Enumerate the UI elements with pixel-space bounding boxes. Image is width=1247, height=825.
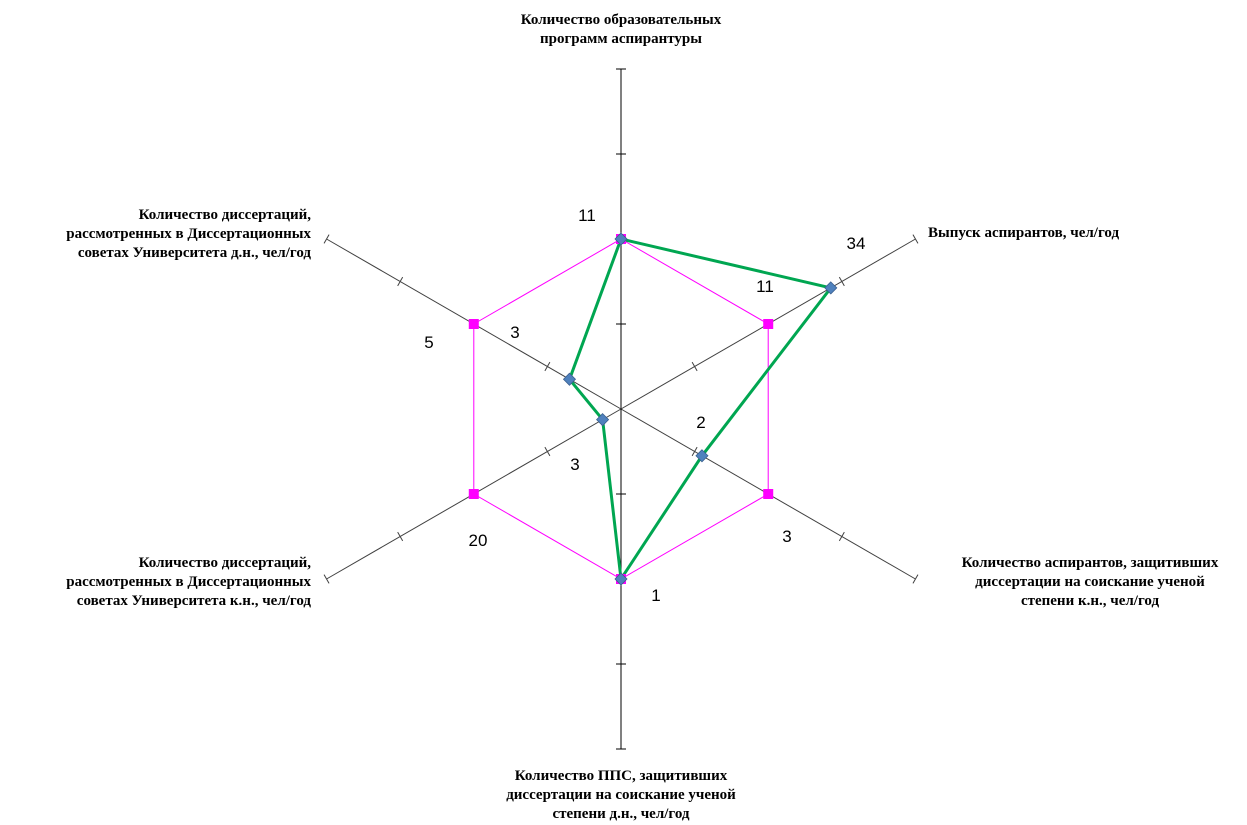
series-0-point-4 bbox=[468, 489, 479, 499]
series-0-point-5 bbox=[468, 319, 479, 329]
radar-axes bbox=[323, 68, 919, 750]
series-0-point-1 bbox=[763, 319, 774, 329]
axis-tick bbox=[691, 446, 698, 457]
axis-title-0: Количество образовательных программ аспир… bbox=[521, 11, 721, 49]
axis-title-4: Количество диссертаций, рассмотренных в Д… bbox=[66, 554, 311, 611]
value-label-outer-0: 11 bbox=[578, 206, 596, 225]
axis-title-line: степени д.н., чел/год bbox=[552, 806, 690, 822]
radar-series bbox=[468, 232, 838, 586]
axis-title-line: программ аспирантуры bbox=[540, 31, 702, 47]
value-labels: 11 34 11 3 2 1 20 3 5 3 bbox=[424, 206, 865, 605]
axis-title-line: Количество аспирантов, защитивших bbox=[961, 555, 1219, 571]
axis-title-line: Количество диссертаций, bbox=[138, 555, 311, 571]
value-label-inner-2: 2 bbox=[696, 413, 705, 432]
axis-title-3: Количество ППС, защитивших диссертации на… bbox=[506, 767, 736, 824]
axis-title-1: Выпуск аспирантов, чел/год bbox=[928, 224, 1119, 243]
axis-title-line: Выпуск аспирантов, чел/год bbox=[928, 225, 1120, 241]
axis-tick bbox=[544, 446, 551, 457]
axis-tick bbox=[691, 361, 698, 372]
axis-tick bbox=[838, 531, 845, 542]
axis-tick bbox=[838, 276, 845, 287]
axis-title-line: диссертации на соискание ученой bbox=[975, 574, 1205, 590]
axis-title-line: Количество диссертаций, bbox=[138, 207, 311, 223]
series-1-point-5 bbox=[562, 372, 577, 386]
axis-title-line: диссертации на соискание ученой bbox=[506, 787, 736, 803]
axis-title-line: степени к.н., чел/год bbox=[1020, 593, 1160, 609]
value-label-outer-2: 3 bbox=[782, 527, 791, 546]
axis-title-line: рассмотренных в Диссертационных bbox=[66, 574, 311, 590]
series-1-point-3 bbox=[614, 572, 628, 586]
value-label-inner-1: 11 bbox=[756, 277, 774, 296]
series-1-point-0 bbox=[614, 232, 628, 246]
value-label-inner-5: 3 bbox=[510, 323, 519, 342]
axis-title-2: Количество аспирантов, защитивших диссерт… bbox=[962, 554, 1219, 611]
axis-title-line: Количество ППС, защитивших bbox=[514, 768, 728, 784]
axis-title-line: советах Университета к.н., чел/год bbox=[76, 593, 311, 609]
axis-tick bbox=[323, 234, 330, 244]
axis-title-5: Количество диссертаций, рассмотренных в Д… bbox=[66, 206, 311, 263]
value-label-inner-4: 3 bbox=[570, 455, 579, 474]
axis-title-line: советах Университета д.н., чел/год bbox=[77, 245, 311, 261]
axis-tick bbox=[397, 531, 404, 542]
axis-tick bbox=[397, 276, 404, 287]
series-1-point-2 bbox=[695, 449, 709, 463]
axis-tick bbox=[323, 574, 330, 584]
axis-title-line: Количество образовательных bbox=[520, 12, 722, 28]
axis-tick bbox=[912, 574, 919, 584]
value-label-outer-3: 1 bbox=[651, 586, 660, 605]
axis-tick bbox=[912, 234, 919, 244]
series-0-point-2 bbox=[763, 489, 774, 499]
series-1-point-1 bbox=[824, 281, 838, 295]
axis-title-line: рассмотренных в Диссертационных bbox=[66, 226, 311, 242]
value-label-outer-5: 5 bbox=[424, 333, 433, 352]
value-label-outer-4: 20 bbox=[469, 531, 488, 550]
value-label-outer-1: 34 bbox=[847, 234, 866, 253]
series-1-point-4 bbox=[596, 413, 610, 427]
axis-tick bbox=[544, 361, 551, 372]
